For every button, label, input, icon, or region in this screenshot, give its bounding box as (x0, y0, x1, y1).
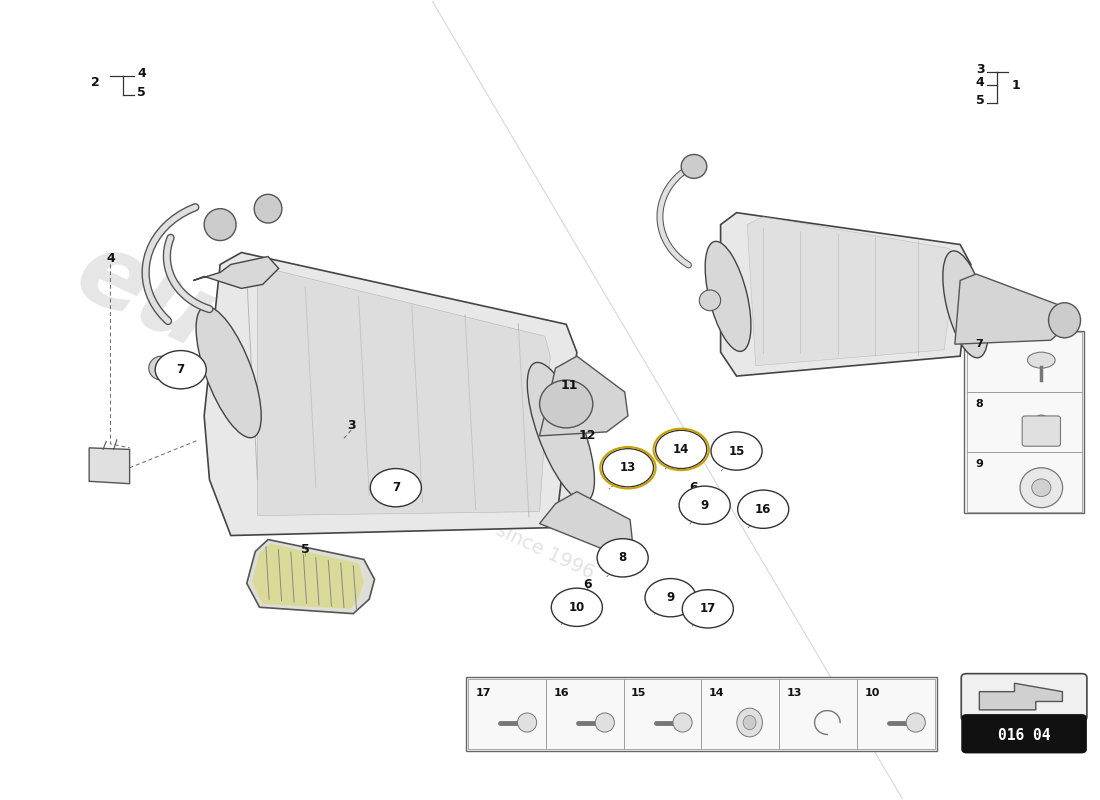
Text: 14: 14 (708, 688, 725, 698)
Text: 5: 5 (976, 94, 984, 106)
FancyBboxPatch shape (961, 674, 1087, 721)
Ellipse shape (205, 209, 236, 241)
Circle shape (738, 490, 789, 528)
Text: 7: 7 (975, 339, 982, 349)
Text: 12: 12 (579, 429, 596, 442)
Ellipse shape (673, 713, 692, 732)
Ellipse shape (943, 251, 988, 358)
Ellipse shape (1048, 302, 1080, 338)
Text: 17: 17 (700, 602, 716, 615)
FancyBboxPatch shape (469, 679, 546, 749)
Text: 15: 15 (728, 445, 745, 458)
Polygon shape (89, 448, 130, 484)
Text: 14: 14 (673, 443, 690, 456)
Text: 7: 7 (392, 481, 400, 494)
Circle shape (603, 449, 653, 487)
Ellipse shape (595, 713, 615, 732)
FancyBboxPatch shape (962, 715, 1086, 752)
Ellipse shape (1031, 415, 1052, 441)
Polygon shape (720, 213, 971, 376)
FancyBboxPatch shape (857, 679, 935, 749)
Circle shape (711, 432, 762, 470)
Polygon shape (205, 253, 576, 535)
Circle shape (155, 350, 207, 389)
Polygon shape (246, 539, 374, 614)
Text: 10: 10 (865, 688, 880, 698)
Ellipse shape (700, 290, 720, 310)
Polygon shape (540, 492, 632, 551)
Circle shape (645, 578, 696, 617)
Text: 3: 3 (346, 419, 355, 432)
FancyBboxPatch shape (779, 679, 857, 749)
Text: 9: 9 (701, 498, 708, 512)
FancyBboxPatch shape (967, 392, 1081, 452)
Text: 13: 13 (619, 462, 636, 474)
Text: 6: 6 (690, 481, 698, 494)
Ellipse shape (705, 242, 751, 351)
Text: 16: 16 (755, 502, 771, 516)
Text: 2: 2 (91, 76, 100, 90)
Polygon shape (540, 356, 628, 436)
Circle shape (679, 486, 730, 524)
Text: 5: 5 (138, 86, 146, 98)
FancyBboxPatch shape (965, 330, 1084, 514)
Ellipse shape (517, 713, 537, 732)
Ellipse shape (1027, 352, 1055, 368)
Polygon shape (252, 543, 364, 609)
FancyBboxPatch shape (624, 679, 702, 749)
Circle shape (597, 538, 648, 577)
Ellipse shape (737, 708, 762, 737)
Ellipse shape (1020, 468, 1063, 508)
Ellipse shape (681, 154, 707, 178)
Text: 4: 4 (138, 66, 146, 80)
Text: 15: 15 (631, 688, 647, 698)
Text: 8: 8 (618, 551, 627, 564)
Text: 13: 13 (786, 688, 802, 698)
Polygon shape (257, 269, 550, 515)
FancyBboxPatch shape (967, 452, 1081, 512)
Circle shape (551, 588, 603, 626)
Text: 3: 3 (976, 63, 984, 77)
Circle shape (682, 590, 734, 628)
FancyBboxPatch shape (1022, 416, 1060, 446)
Text: 6: 6 (583, 578, 592, 591)
Text: europarts: europarts (60, 223, 603, 545)
Text: 5: 5 (301, 543, 310, 556)
Text: 7: 7 (177, 363, 185, 376)
Text: 4: 4 (976, 76, 984, 90)
Ellipse shape (527, 362, 594, 502)
Text: 4: 4 (106, 251, 114, 265)
Polygon shape (979, 683, 1063, 710)
Ellipse shape (906, 713, 925, 732)
FancyBboxPatch shape (967, 332, 1081, 392)
Ellipse shape (148, 356, 174, 380)
Ellipse shape (744, 715, 756, 730)
FancyBboxPatch shape (546, 679, 624, 749)
FancyBboxPatch shape (466, 678, 937, 750)
Text: 11: 11 (561, 379, 579, 392)
Text: 9: 9 (975, 458, 983, 469)
Circle shape (656, 430, 707, 469)
Polygon shape (955, 274, 1065, 344)
Polygon shape (194, 257, 278, 288)
Text: 8: 8 (975, 399, 982, 409)
Ellipse shape (196, 306, 261, 438)
FancyBboxPatch shape (702, 679, 779, 749)
Ellipse shape (254, 194, 282, 223)
Text: a passion for parts since 1996: a passion for parts since 1996 (322, 441, 597, 582)
Ellipse shape (1032, 479, 1050, 497)
Text: 9: 9 (667, 591, 674, 604)
Circle shape (371, 469, 421, 507)
Text: 016 04: 016 04 (998, 728, 1050, 742)
Text: 1: 1 (1011, 79, 1020, 92)
Polygon shape (747, 217, 955, 366)
Text: 17: 17 (475, 688, 492, 698)
Text: 10: 10 (569, 601, 585, 614)
Ellipse shape (540, 380, 593, 428)
Text: 16: 16 (553, 688, 569, 698)
